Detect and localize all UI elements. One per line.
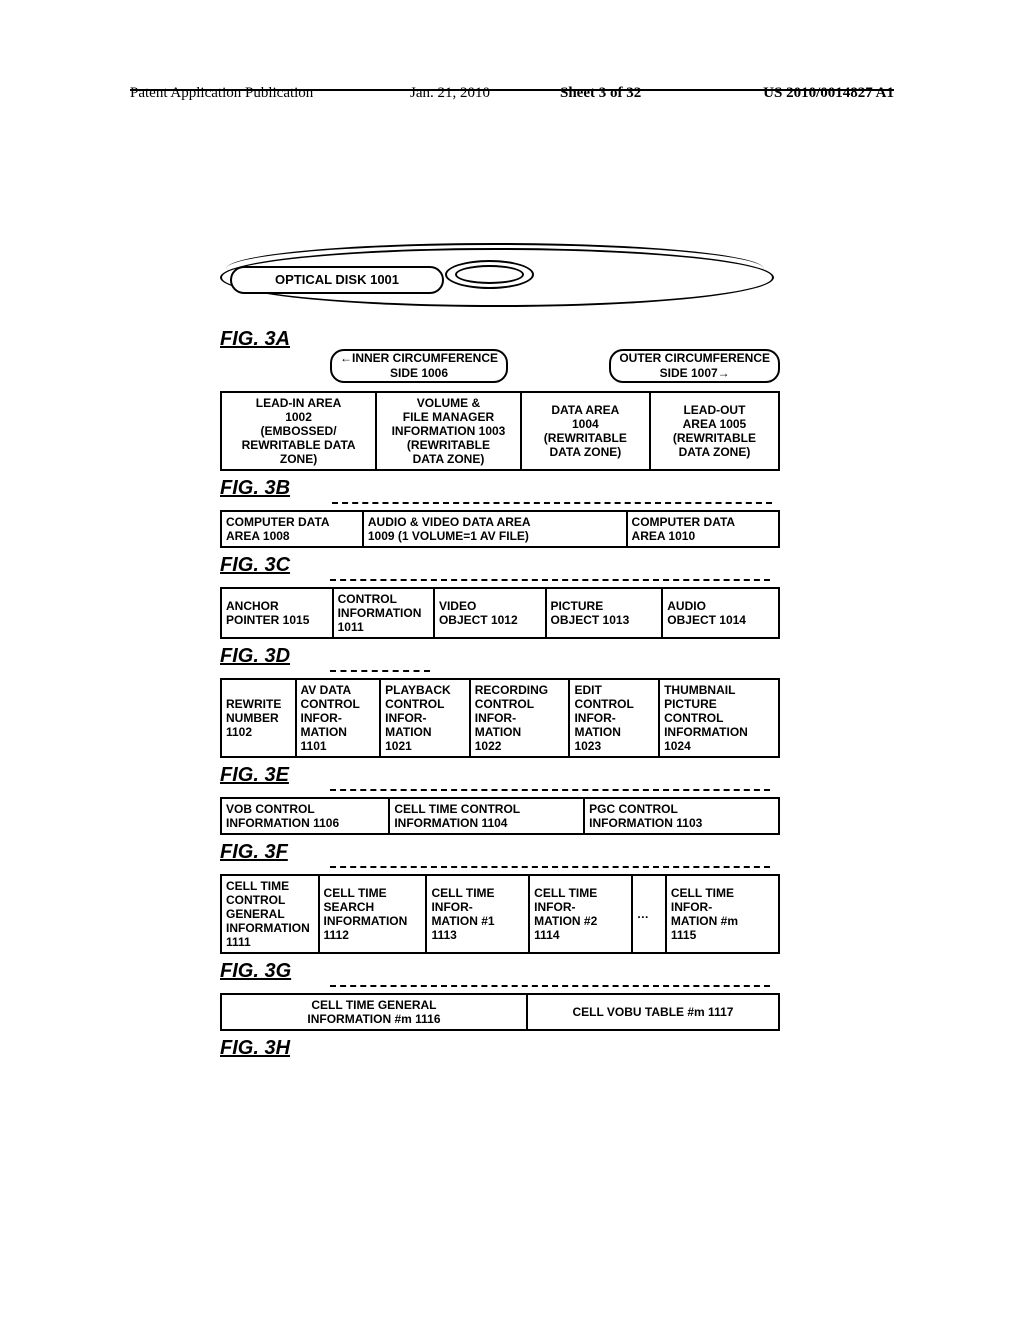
fig-3d-table: REWRITENUMBER1102 AV DATACONTROLINFOR-MA… [220, 678, 780, 758]
fig-3e-label: FIG. 3E [220, 764, 289, 787]
celltime-ctrl-cell: CELL TIME CONTROLINFORMATION 1104 [389, 798, 584, 834]
celltime-general-cell: CELL TIMECONTROLGENERALINFORMATION1111 [221, 875, 319, 953]
edit-ctrl-cell: EDITCONTROLINFOR-MATION1023 [569, 679, 659, 757]
fig-3d-label: FIG. 3D [220, 645, 290, 668]
anchor-pointer-cell: ANCHORPOINTER 1015 [221, 588, 333, 638]
leadout-area-cell: LEAD-OUTAREA 1005(REWRITABLEDATA ZONE) [650, 392, 779, 470]
fig-3g-table: CELL TIME GENERALINFORMATION #m 1116 CEL… [220, 993, 780, 1031]
fig-3h-label: FIG. 3H [220, 1037, 290, 1060]
cell-vobu-table-cell: CELL VOBU TABLE #m 1117 [527, 994, 779, 1030]
fig-3g-label: FIG. 3G [220, 960, 291, 983]
thumbnail-ctrl-cell: THUMBNAILPICTURECONTROLINFORMATION1024 [659, 679, 779, 757]
fig-3e-table: VOB CONTROLINFORMATION 1106 CELL TIME CO… [220, 797, 780, 835]
celltime-2-cell: CELL TIMEINFOR-MATION #21114 [529, 875, 632, 953]
picture-object-cell: PICTUREOBJECT 1013 [546, 588, 663, 638]
fig-3b-table: COMPUTER DATAAREA 1008 AUDIO & VIDEO DAT… [220, 510, 780, 548]
audio-object-cell: AUDIOOBJECT 1014 [662, 588, 779, 638]
celltime-search-cell: CELL TIMESEARCHINFORMATION1112 [319, 875, 427, 953]
playback-ctrl-cell: PLAYBACKCONTROLINFOR-MATION1021 [380, 679, 470, 757]
fig-3c-section: FIG. 3C ANCHORPOINTER 1015 CONTROLINFORM… [220, 552, 780, 639]
celltime-gen-m-cell: CELL TIME GENERALINFORMATION #m 1116 [221, 994, 527, 1030]
comp-data-1008: COMPUTER DATAAREA 1008 [221, 511, 363, 547]
figure-content: OPTICAL DISK 1001 FIG. 3A ←INNER CIRCUMF… [220, 240, 780, 1066]
pgc-ctrl-cell: PGC CONTROLINFORMATION 1103 [584, 798, 779, 834]
fig-3f-table: CELL TIMECONTROLGENERALINFORMATION1111 C… [220, 874, 780, 954]
header-pubno: US 2010/0014827 A1 [763, 85, 894, 102]
fig-3c-table: ANCHORPOINTER 1015 CONTROLINFORMATION101… [220, 587, 780, 639]
fig-3b-section: FIG. 3B COMPUTER DATAAREA 1008 AUDIO & V… [220, 475, 780, 548]
data-area-cell: DATA AREA1004(REWRITABLEDATA ZONE) [521, 392, 650, 470]
fig-3e-section: FIG. 3E VOB CONTROLINFORMATION 1106 CELL… [220, 762, 780, 835]
leadin-area-cell: LEAD-IN AREA1002(EMBOSSED/REWRITABLE DAT… [221, 392, 376, 470]
optical-disk-drawing: OPTICAL DISK 1001 [220, 240, 780, 320]
celltime-m-cell: CELL TIMEINFOR-MATION #m1115 [666, 875, 779, 953]
page: Patent Application Publication Jan. 21, … [0, 0, 1024, 1320]
page-header: Patent Application Publication Jan. 21, … [130, 85, 894, 91]
volume-filemgr-cell: VOLUME &FILE MANAGERINFORMATION 1003(REW… [376, 392, 521, 470]
disk-label: OPTICAL DISK 1001 [230, 266, 444, 294]
header-left: Patent Application Publication [130, 85, 313, 102]
fig-3a-table: LEAD-IN AREA1002(EMBOSSED/REWRITABLE DAT… [220, 391, 780, 471]
avdata-ctrl-cell: AV DATACONTROLINFOR-MATION1101 [296, 679, 381, 757]
outer-circumference: OUTER CIRCUMFERENCESIDE 1007→ [609, 349, 780, 383]
fig-3g-section: FIG. 3G CELL TIME GENERALINFORMATION #m … [220, 958, 780, 1031]
fig-3h-section: FIG. 3H [220, 1035, 780, 1062]
av-data-1009: AUDIO & VIDEO DATA AREA1009 (1 VOLUME=1 … [363, 511, 627, 547]
header-date: Jan. 21, 2010 [410, 85, 490, 102]
vob-ctrl-cell: VOB CONTROLINFORMATION 1106 [221, 798, 389, 834]
recording-ctrl-cell: RECORDINGCONTROLINFOR-MATION1022 [470, 679, 570, 757]
fig-3d-section: FIG. 3D REWRITENUMBER1102 AV DATACONTROL… [220, 643, 780, 758]
fig-3f-label: FIG. 3F [220, 841, 288, 864]
inner-circumference: ←INNER CIRCUMFERENCESIDE 1006 [330, 349, 508, 383]
fig-3b-label: FIG. 3B [220, 477, 290, 500]
ellipsis-cell: … [632, 875, 666, 953]
comp-data-1010: COMPUTER DATAAREA 1010 [627, 511, 779, 547]
rewrite-number-cell: REWRITENUMBER1102 [221, 679, 296, 757]
header-sheet: Sheet 3 of 32 [560, 85, 641, 102]
video-object-cell: VIDEOOBJECT 1012 [434, 588, 546, 638]
circumference-row: ←INNER CIRCUMFERENCESIDE 1006 OUTER CIRC… [220, 355, 780, 391]
fig-3c-label: FIG. 3C [220, 554, 290, 577]
celltime-1-cell: CELL TIMEINFOR-MATION #11113 [426, 875, 529, 953]
fig-3a-section: FIG. 3A ←INNER CIRCUMFERENCESIDE 1006 OU… [220, 326, 780, 471]
fig-3f-section: FIG. 3F CELL TIMECONTROLGENERALINFORMATI… [220, 839, 780, 954]
fig-3a-label: FIG. 3A [220, 328, 290, 351]
control-info-cell: CONTROLINFORMATION1011 [333, 588, 434, 638]
